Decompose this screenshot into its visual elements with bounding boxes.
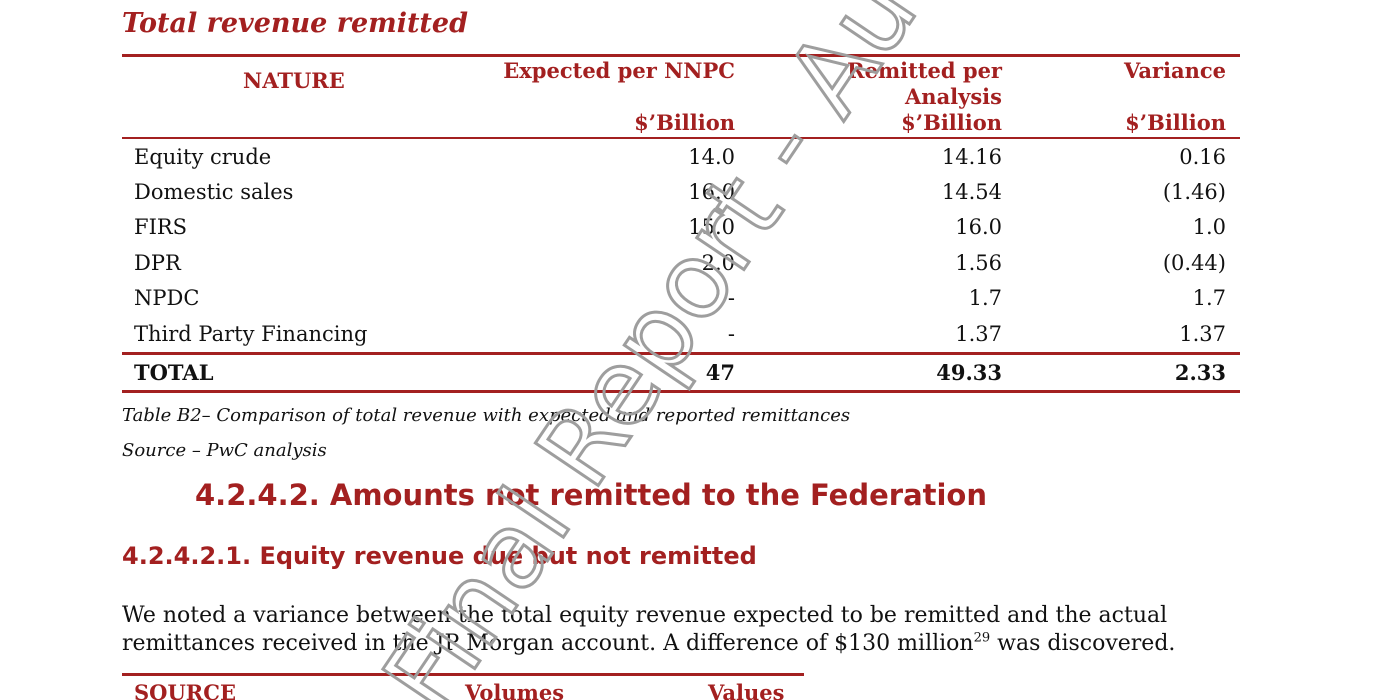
cell-expected: 15.0 — [688, 215, 735, 239]
paragraph-line2: remittances received in the JP Morgan ac… — [122, 631, 974, 656]
cell-remitted: 14.16 — [941, 145, 1002, 169]
header-remitted-unit: $’Billion — [901, 110, 1002, 135]
table-row: Domestic sales 16.0 14.54 (1.46) — [122, 175, 1240, 209]
cell-nature: FIRS — [134, 215, 188, 239]
cell-total-remitted: 49.33 — [936, 360, 1002, 385]
body-paragraph: We noted a variance between the total eq… — [122, 602, 1272, 658]
cell-remitted: 1.37 — [955, 322, 1002, 346]
section-title: Total revenue remitted — [122, 8, 468, 39]
cell-expected: 2.0 — [701, 251, 735, 275]
header-bottom-rule — [122, 137, 1240, 139]
cell-total-expected: 47 — [705, 360, 735, 385]
footnote-ref[interactable]: 29 — [973, 630, 991, 646]
header-nature: NATURE — [243, 68, 345, 93]
cell-expected: - — [727, 322, 735, 346]
cell-variance: (0.44) — [1162, 251, 1226, 275]
table-total-row: TOTAL 47 49.33 2.33 — [122, 356, 1240, 390]
header-variance: Variance — [1123, 58, 1226, 83]
table-row: DPR 2.0 1.56 (0.44) — [122, 246, 1240, 280]
table-top-rule — [122, 54, 1240, 57]
cell-variance: 0.16 — [1179, 145, 1226, 169]
cell-remitted: 1.7 — [968, 286, 1002, 310]
table-bottom-rule — [122, 390, 1240, 393]
header-remitted-line2: Analysis — [905, 84, 1002, 109]
total-top-rule — [122, 352, 1240, 355]
header-variance-unit: $’Billion — [1125, 110, 1226, 135]
table-caption: Table B2– Comparison of total revenue wi… — [122, 405, 851, 426]
paragraph-line1: We noted a variance between the total eq… — [122, 603, 1168, 628]
table2-top-rule — [122, 673, 804, 676]
cell-nature: DPR — [134, 251, 181, 275]
cell-remitted: 14.54 — [941, 180, 1002, 204]
cell-nature: Third Party Financing — [134, 322, 368, 346]
heading-42421: 4.2.4.2.1. Equity revenue due but not re… — [122, 542, 757, 570]
table2-header-source: SOURCE — [134, 680, 236, 700]
cell-remitted: 1.56 — [955, 251, 1002, 275]
table-row: Third Party Financing - 1.37 1.37 — [122, 317, 1240, 351]
header-expected-unit: $’Billion — [634, 110, 735, 135]
cell-total-label: TOTAL — [134, 360, 214, 385]
table2-header-values: Values — [708, 680, 785, 700]
cell-variance: 1.7 — [1192, 286, 1226, 310]
cell-expected: 14.0 — [688, 145, 735, 169]
table-source: Source – PwC analysis — [122, 440, 327, 461]
cell-variance: 1.0 — [1192, 215, 1226, 239]
cell-total-variance: 2.33 — [1174, 360, 1226, 385]
header-expected: Expected per NNPC — [503, 58, 735, 83]
table-row: Equity crude 14.0 14.16 0.16 — [122, 140, 1240, 174]
cell-nature: Equity crude — [134, 145, 272, 169]
cell-variance: (1.46) — [1162, 180, 1226, 204]
cell-expected: 16.0 — [688, 180, 735, 204]
table2-header-volumes: Volumes — [465, 680, 565, 700]
cell-expected: - — [727, 286, 735, 310]
header-remitted-line1: Remitted per — [847, 58, 1002, 83]
table-row: NPDC - 1.7 1.7 — [122, 281, 1240, 315]
paragraph-line2-end: was discovered. — [990, 631, 1176, 656]
heading-4242: 4.2.4.2. Amounts not remitted to the Fed… — [195, 478, 988, 512]
cell-remitted: 16.0 — [955, 215, 1002, 239]
cell-nature: Domestic sales — [134, 180, 294, 204]
cell-nature: NPDC — [134, 286, 200, 310]
cell-variance: 1.37 — [1179, 322, 1226, 346]
table-row: FIRS 15.0 16.0 1.0 — [122, 210, 1240, 244]
